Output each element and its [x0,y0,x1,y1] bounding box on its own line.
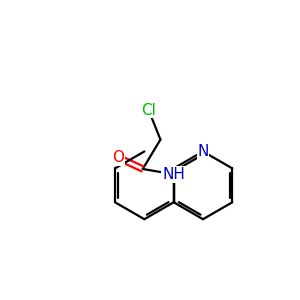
Text: N: N [197,144,209,159]
Text: O: O [112,150,124,165]
Text: Cl: Cl [141,103,156,118]
Text: NH: NH [162,167,185,182]
